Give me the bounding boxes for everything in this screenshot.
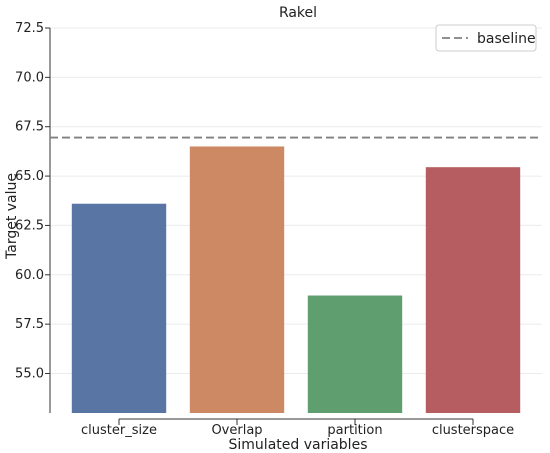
x-tick-label-3: clusterspace: [432, 423, 514, 438]
bar-cluster-size: [71, 203, 167, 413]
x-axis: cluster_size Overlap partition clusterspace: [81, 418, 514, 438]
y-axis: 55.0 57.5 60.0 62.5 65.0 67.5 70.0 72.5: [15, 21, 51, 413]
y-tick-label-4: 65.0: [15, 169, 44, 184]
legend-box: [435, 24, 537, 52]
y-tick-label-0: 55.0: [15, 367, 44, 382]
y-axis-label: Target value: [4, 173, 20, 260]
y-tick-label-6: 70.0: [15, 70, 44, 85]
bar-overlap: [189, 146, 285, 413]
x-tick-label-1: Overlap: [211, 423, 262, 438]
y-tick-label-2: 60.0: [15, 268, 44, 283]
y-tick-label-5: 67.5: [15, 120, 44, 135]
x-axis-label: Simulated variables: [229, 437, 368, 453]
y-tick-label-7: 72.5: [15, 21, 44, 36]
bar-clusterspace: [425, 167, 521, 413]
x-tick-label-0: cluster_size: [81, 423, 157, 438]
legend-label: baseline: [477, 31, 536, 47]
legend: baseline: [435, 24, 537, 52]
bars: [71, 146, 521, 413]
bar-partition: [307, 295, 403, 413]
y-tick-label-1: 57.5: [15, 317, 44, 332]
x-tick-label-2: partition: [327, 423, 382, 438]
y-tick-label-3: 62.5: [15, 218, 44, 233]
chart-title: Rakel: [279, 5, 317, 21]
